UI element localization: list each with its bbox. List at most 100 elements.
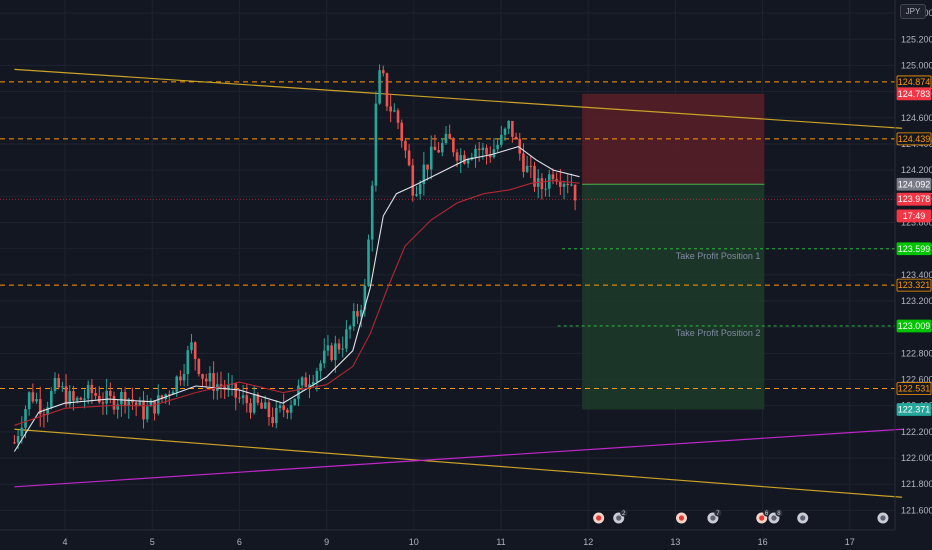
series-ma_fast (13, 145, 580, 452)
candle-body (356, 311, 359, 317)
candle-body (319, 363, 322, 371)
price-tag: 124.783 (896, 87, 932, 101)
moving-averages (13, 145, 580, 452)
candle-body (559, 181, 562, 187)
stop-loss-zone (582, 93, 765, 185)
candle-body (488, 154, 492, 158)
event-marker-dot (616, 515, 622, 521)
candle-body (507, 120, 510, 129)
candle-body (27, 392, 31, 410)
candle-body (337, 343, 341, 350)
event-markers[interactable]: 2 7 6 8 (592, 509, 890, 525)
candle-body (500, 134, 503, 145)
price-tag-value: 122.531 (898, 384, 931, 394)
candle-body (267, 402, 271, 418)
candle-body (525, 165, 529, 172)
event-marker-dot (880, 515, 886, 521)
candle-body (127, 399, 131, 406)
event-marker-dot (710, 515, 716, 521)
candle-body (334, 343, 337, 361)
price-tick-label: 122.200 (901, 427, 932, 437)
candle-body (160, 395, 164, 400)
candle-body (396, 110, 400, 123)
event-badge-count: 8 (777, 511, 781, 517)
time-tick-label: 6 (237, 537, 242, 547)
price-tick-label: 121.800 (901, 479, 932, 489)
candle-body (518, 138, 522, 154)
take-profit-lines[interactable]: Take Profit Position 1 Take Profit Positi… (557, 248, 895, 338)
event-flag-icon[interactable] (675, 511, 689, 525)
candle-body (227, 384, 230, 390)
candle-body (112, 395, 116, 410)
time-axis[interactable]: 4 5 6 9 10 11 12 13 16 17 (0, 529, 895, 547)
price-tick-label: 122.800 (901, 348, 932, 358)
candle-body (573, 184, 577, 201)
candle-body (120, 391, 123, 405)
price-tag-box (896, 382, 932, 395)
series-ma_slow (14, 180, 580, 426)
candle-body (304, 377, 308, 387)
candle-body (13, 442, 16, 444)
candle-body (35, 399, 38, 402)
price-tag-value: 123.978 (898, 194, 931, 204)
event-marker-dot (596, 515, 602, 521)
candle-body (186, 350, 190, 374)
price-tag: 123.978 (896, 192, 932, 206)
candle-body (50, 390, 53, 408)
candle-body (433, 146, 437, 151)
candle-body (138, 400, 142, 406)
candle-body (378, 70, 381, 104)
event-globe-icon[interactable]: 7 (706, 509, 722, 525)
price-tag-value: 124.439 (898, 134, 931, 144)
trendline-upper (14, 68, 903, 129)
candle-body (455, 152, 459, 161)
candle-body (359, 309, 363, 317)
event-flag-icon[interactable] (592, 511, 606, 525)
candle-body (256, 394, 260, 403)
event-globe-icon[interactable]: 2 (612, 509, 628, 525)
candle-body (400, 122, 404, 141)
event-globe-icon[interactable] (796, 511, 810, 525)
event-globe-icon[interactable]: 8 (767, 509, 783, 525)
event-badge-count: 6 (765, 511, 769, 517)
candle-body (481, 147, 485, 151)
candle-body (101, 402, 105, 404)
candle-body (429, 146, 433, 170)
candle-body (97, 395, 101, 403)
price-tick-label: 123.200 (901, 296, 932, 306)
candle-body (219, 384, 223, 387)
candle-body (134, 402, 138, 406)
candle-body (193, 342, 197, 360)
candle-body (311, 381, 315, 385)
candle-body (42, 414, 46, 416)
time-tick-label: 12 (583, 537, 593, 547)
price-tick-label: 123.800 (901, 217, 932, 227)
candle-body (315, 370, 319, 382)
target-zone (582, 184, 765, 410)
candle-body (57, 378, 60, 388)
candle-body (466, 159, 470, 164)
candle-body (31, 392, 35, 402)
candle-body (142, 400, 145, 420)
price-tag-box (896, 192, 932, 206)
candle-body (271, 417, 274, 424)
candle-body (566, 183, 570, 186)
candle-body (374, 103, 378, 186)
candle-body (72, 391, 75, 401)
price-tick-label: 124.200 (901, 165, 932, 175)
currency-label[interactable]: JPY (900, 4, 926, 19)
candle-body (477, 148, 481, 151)
candle-body (485, 147, 488, 155)
candle-body (68, 391, 72, 405)
candle-body (393, 110, 396, 112)
price-tag: 122.531 (896, 382, 932, 395)
price-tag-value: 17:49 (903, 211, 926, 221)
price-tag-value: 123.599 (898, 244, 931, 254)
event-globe-icon[interactable] (876, 511, 890, 525)
candle-body (503, 128, 507, 135)
candle-body (149, 400, 153, 407)
candle-body (389, 106, 392, 112)
candle-body (452, 138, 455, 153)
